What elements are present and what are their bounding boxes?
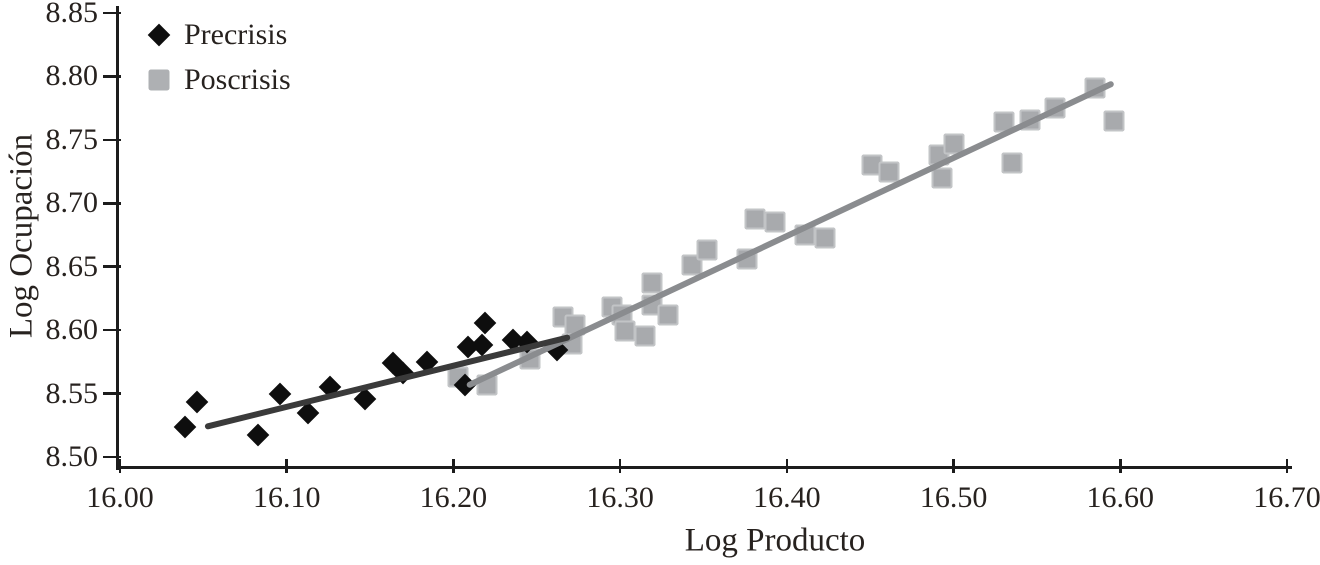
y-tick-label: 8.85 bbox=[45, 0, 99, 29]
y-tick bbox=[103, 75, 121, 78]
x-tick-label: 16.00 bbox=[86, 481, 154, 514]
poscrisis-point bbox=[861, 154, 883, 176]
y-tick-label: 8.75 bbox=[45, 122, 99, 156]
x-tick bbox=[285, 459, 288, 473]
precrisis-diamond-icon bbox=[147, 23, 171, 46]
x-tick-label: 16.70 bbox=[1253, 481, 1320, 514]
y-tick-label: 8.70 bbox=[45, 186, 99, 220]
y-tick-label: 8.60 bbox=[45, 313, 99, 347]
y-tick-label: 8.50 bbox=[45, 440, 99, 473]
y-tick-label: 8.80 bbox=[45, 59, 99, 93]
poscrisis-trendline bbox=[465, 80, 1115, 389]
x-tick bbox=[785, 459, 789, 473]
poscrisis-point bbox=[764, 211, 786, 233]
x-tick-label: 16.20 bbox=[419, 481, 488, 514]
x-tick-label: 16.50 bbox=[919, 481, 988, 514]
x-axis-line bbox=[115, 466, 1292, 469]
precrisis-trendline bbox=[204, 333, 571, 430]
x-axis-title: Log Producto bbox=[684, 522, 866, 559]
y-axis-line bbox=[115, 6, 119, 470]
x-tick bbox=[118, 459, 122, 473]
poscrisis-point bbox=[657, 304, 679, 326]
y-tick bbox=[103, 455, 121, 459]
x-tick-label: 16.10 bbox=[252, 481, 321, 514]
x-tick-label: 16.30 bbox=[586, 481, 654, 514]
y-tick bbox=[103, 328, 121, 332]
legend: Precrisis Poscrisis bbox=[147, 12, 291, 102]
y-tick-label: 8.65 bbox=[45, 249, 99, 283]
x-tick bbox=[1119, 459, 1122, 473]
x-tick-label: 16.60 bbox=[1086, 481, 1155, 514]
y-tick bbox=[103, 11, 121, 15]
poscrisis-square-icon bbox=[148, 69, 170, 91]
legend-item-precrisis: Precrisis bbox=[147, 12, 291, 57]
y-tick bbox=[103, 202, 121, 205]
poscrisis-point bbox=[943, 133, 965, 155]
x-tick bbox=[952, 459, 955, 473]
poscrisis-point bbox=[634, 325, 656, 347]
poscrisis-point bbox=[614, 320, 636, 342]
y-axis-title: Log Ocupación bbox=[3, 133, 40, 339]
x-tick-label: 16.40 bbox=[753, 481, 821, 514]
poscrisis-point bbox=[641, 272, 663, 294]
y-tick bbox=[103, 138, 121, 142]
poscrisis-point bbox=[744, 208, 766, 229]
y-tick bbox=[103, 392, 121, 395]
poscrisis-point bbox=[1001, 152, 1023, 174]
x-tick bbox=[618, 459, 622, 473]
x-tick bbox=[1285, 459, 1289, 473]
legend-label-precrisis: Precrisis bbox=[184, 17, 288, 51]
poscrisis-point bbox=[814, 227, 836, 249]
poscrisis-point bbox=[696, 239, 718, 261]
poscrisis-point bbox=[878, 161, 900, 183]
poscrisis-point bbox=[1103, 110, 1125, 132]
y-tick bbox=[103, 265, 121, 268]
x-tick bbox=[452, 459, 455, 473]
y-tick-label: 8.55 bbox=[45, 376, 99, 410]
legend-item-poscrisis: Poscrisis bbox=[148, 57, 291, 102]
poscrisis-point bbox=[931, 167, 953, 189]
legend-label-poscrisis: Poscrisis bbox=[184, 62, 291, 96]
